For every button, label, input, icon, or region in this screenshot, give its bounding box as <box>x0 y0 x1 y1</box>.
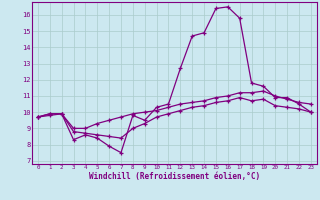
X-axis label: Windchill (Refroidissement éolien,°C): Windchill (Refroidissement éolien,°C) <box>89 172 260 181</box>
